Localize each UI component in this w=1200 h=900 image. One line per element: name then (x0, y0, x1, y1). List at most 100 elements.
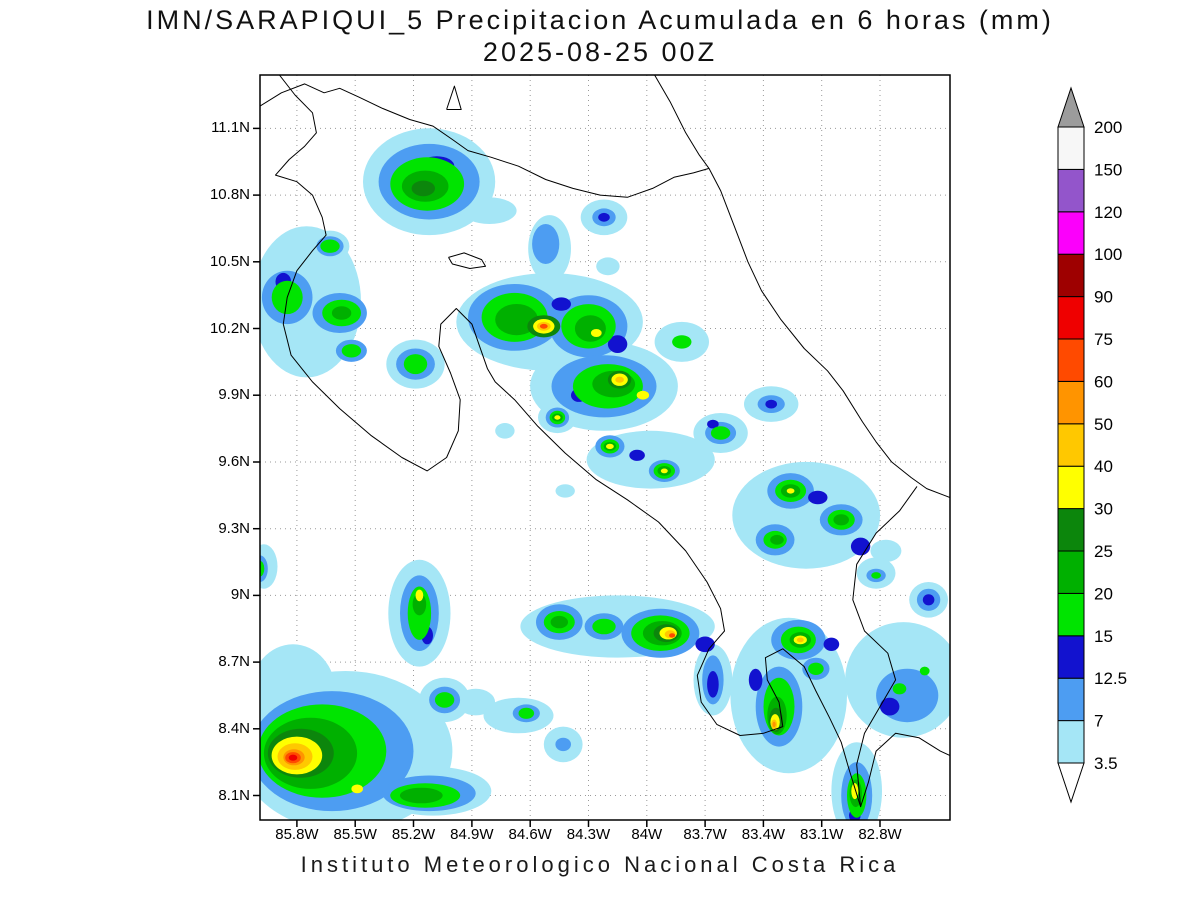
precip-cell (456, 688, 496, 716)
colorbar-label: 40 (1094, 457, 1113, 476)
precip-cell (672, 335, 692, 349)
precip-cell (532, 224, 560, 264)
colorbar-segment (1057, 126, 1085, 170)
precip-cell (748, 668, 763, 692)
precip-cell (833, 514, 849, 526)
colorbar-label: 25 (1094, 542, 1113, 561)
precip-cell (495, 423, 515, 439)
y-tick-label: 8.1N (218, 786, 250, 804)
y-tick-label: 9.9N (218, 386, 250, 404)
colorbar-label: 75 (1094, 330, 1113, 349)
precip-cell (870, 539, 902, 562)
coastline (448, 252, 486, 269)
precip-cell (707, 671, 719, 698)
x-tick-label: 83.1W (800, 826, 844, 843)
precip-cell (629, 449, 645, 461)
precip-cell (592, 618, 616, 635)
precip-cell (880, 697, 900, 716)
colorbar-label: 120 (1094, 203, 1122, 222)
coastline (275, 75, 950, 808)
precip-cell (596, 257, 620, 276)
y-tick-label: 8.7N (218, 653, 250, 671)
precip-cell (919, 666, 930, 676)
colorbar-segment (1057, 465, 1085, 510)
y-tick-label: 10.5N (209, 252, 250, 270)
precip-cell (412, 593, 427, 616)
colorbar-label: 200 (1094, 118, 1122, 137)
colorbar-over-arrow (1057, 86, 1085, 128)
x-tick-label: 84.6W (508, 826, 552, 843)
coastline (852, 486, 918, 807)
colorbar-segment (1057, 380, 1085, 425)
precip-cell (590, 329, 602, 337)
colorbar-segment (1057, 592, 1085, 637)
x-tick-label: 84.3W (566, 826, 611, 843)
colorbar-segment (1057, 508, 1085, 552)
precip-cell (574, 315, 606, 342)
precip-cell (403, 354, 428, 375)
colorbar-under-arrow (1057, 762, 1085, 804)
colorbar-segment (1057, 550, 1085, 594)
x-tick-label: 84W (631, 826, 663, 843)
colorbar-label: 3.5 (1094, 754, 1118, 773)
y-tick-label: 8.4N (218, 719, 250, 737)
precip-cell (922, 594, 935, 606)
coastline (446, 85, 462, 110)
precip-cell (320, 239, 340, 253)
precip-cell (660, 468, 668, 474)
colorbar-segment (1057, 720, 1085, 764)
precipitation-map-svg (253, 74, 951, 827)
colorbar-label: 150 (1094, 160, 1122, 179)
precip-cell (871, 572, 881, 579)
colorbar-segment (1057, 423, 1085, 467)
precip-cell (765, 399, 777, 409)
precip-cell (808, 490, 828, 505)
precip-cell (411, 180, 435, 197)
colorbar-segment (1057, 211, 1085, 255)
precip-cell (260, 560, 265, 577)
x-tick-label: 85.2W (391, 826, 436, 843)
colorbar-label: 12.5 (1094, 669, 1127, 688)
plot-frame (259, 74, 951, 821)
precip-cell (669, 633, 676, 638)
precip-cell (550, 615, 568, 629)
colorbar-label: 50 (1094, 415, 1113, 434)
colorbar-label: 90 (1094, 288, 1113, 307)
coastline (654, 75, 950, 498)
coastlines (260, 75, 950, 808)
x-tick-label: 85.8W (275, 826, 319, 843)
precip-cell (598, 212, 610, 222)
colorbar-label: 100 (1094, 245, 1122, 264)
x-tick-label: 84.9W (450, 826, 494, 843)
colorbar-segment (1057, 296, 1085, 340)
precip-cell (808, 662, 824, 675)
precip-cell (796, 637, 804, 643)
map-plot-area (253, 74, 951, 827)
colorbar-segment (1057, 253, 1085, 298)
y-tick-label: 11.1N (211, 119, 250, 137)
precip-cell (399, 787, 443, 804)
precip-cell (707, 419, 719, 429)
x-tick-label: 83.4W (741, 826, 786, 843)
colorbar-segment (1057, 338, 1085, 382)
colorbar-label: 30 (1094, 500, 1113, 519)
colorbar-label: 15 (1094, 627, 1113, 646)
precip-cell (615, 376, 624, 383)
precip-cell (288, 754, 298, 761)
precip-cell (786, 488, 795, 494)
precip-cell (772, 721, 776, 728)
precip-cell (331, 306, 352, 320)
precip-cell (636, 390, 650, 400)
colorbar-label: 20 (1094, 584, 1113, 603)
coastline (260, 83, 710, 198)
precip-cell (415, 589, 424, 602)
precip-cell (823, 637, 840, 651)
precip-cell (539, 323, 548, 329)
colorbar-legend: 3.5 7 12.5 15 20 25 30 40 50 60 75 90 100 120 150 200 (1057, 86, 1127, 804)
colorbar-segment (1057, 677, 1085, 722)
precip-cell (462, 197, 517, 224)
precipitation-cells (260, 128, 950, 820)
footer-caption: Instituto Meteorologico Nacional Costa R… (300, 852, 900, 877)
y-tick-label: 9.6N (218, 452, 250, 470)
